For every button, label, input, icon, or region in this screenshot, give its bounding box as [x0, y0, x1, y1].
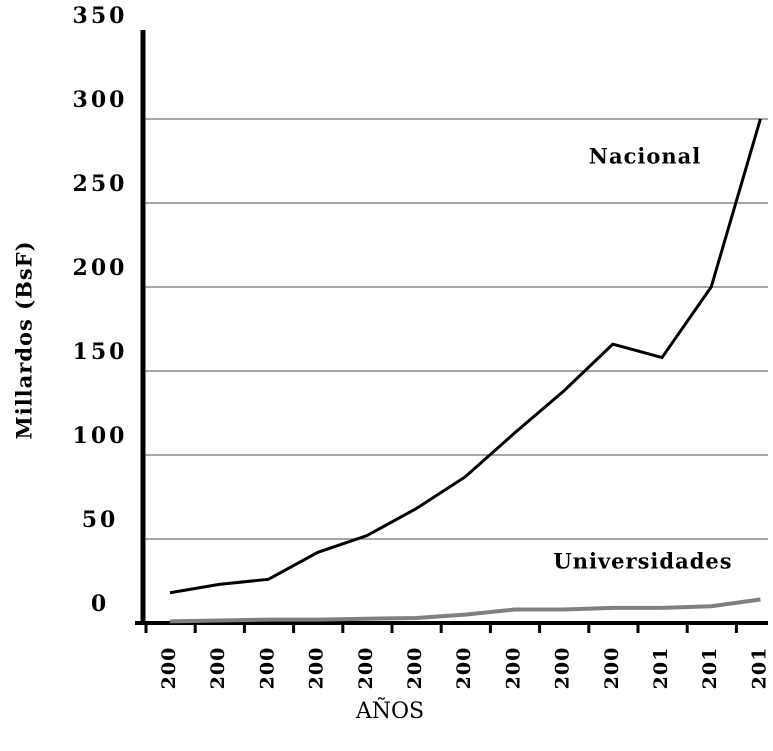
y-axis-title: Millardos (BsF)	[12, 240, 37, 439]
y-tick-label: 200	[73, 255, 128, 281]
x-tick-label: 200	[207, 647, 229, 690]
x-tick-label: 200	[601, 647, 623, 690]
y-tick-label: 0	[91, 591, 109, 617]
x-tick-label: 200	[404, 647, 426, 690]
x-tick-label: 200	[552, 647, 574, 690]
y-tick-label: 250	[73, 171, 128, 197]
x-tick-label: 201	[748, 647, 770, 690]
x-tick-label: 201	[699, 647, 721, 690]
y-tick-label: 50	[82, 507, 119, 533]
series-label: Universidades	[553, 549, 732, 574]
line-series	[169, 118, 762, 595]
line-series	[169, 597, 761, 624]
x-tick-label: 200	[453, 647, 475, 690]
y-tick-label: 150	[73, 339, 128, 365]
x-tick-label: 200	[502, 647, 524, 690]
y-tick-label: 350	[73, 3, 128, 29]
x-tick-label: 201	[650, 647, 672, 690]
x-tick-label: 200	[158, 647, 180, 690]
x-tick-label: 200	[306, 647, 328, 690]
y-tick-label: 100	[73, 423, 128, 449]
x-tick-label: 200	[256, 647, 278, 690]
x-axis-title: AÑOS	[355, 696, 424, 724]
x-tick-label: 200	[355, 647, 377, 690]
series-label: Nacional	[589, 144, 701, 169]
y-tick-label: 300	[73, 87, 128, 113]
